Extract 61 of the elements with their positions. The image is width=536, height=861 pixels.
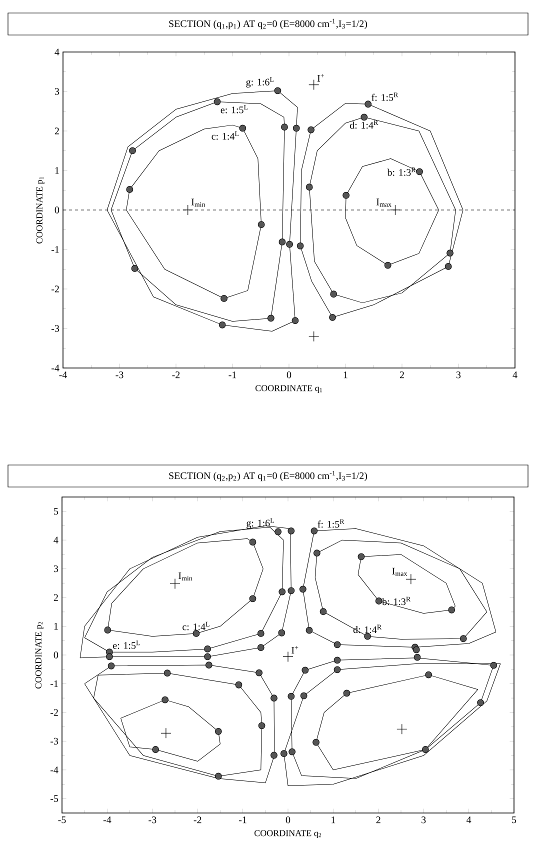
annotation: b: 1:3$^{R}$ (387, 168, 416, 176)
y-tick-label: -5 (50, 795, 58, 802)
annotation: f: 1:5$^{R}$ (372, 92, 398, 101)
annotation: c: 1:4$^{L}$ (182, 622, 210, 630)
x-axis-title: COORDINATE q$_{1}$ (256, 385, 322, 394)
y-tick-label: 4 (54, 48, 60, 56)
y-tick-label: -2 (50, 709, 58, 716)
annotation: e: 1:5$^{L}$ (113, 640, 140, 649)
y-tick-label: 0 (54, 652, 58, 658)
x-tick-label: 3 (422, 816, 426, 824)
x-tick-label: 4 (466, 816, 472, 824)
annotation: I$^{+}$ (292, 646, 298, 654)
y-tick-label: 3 (54, 565, 58, 572)
y-tick-label: 1 (54, 622, 58, 630)
x-tick-label: 2 (376, 816, 380, 824)
x-tick-label: 3 (456, 372, 461, 378)
y-tick-label: -4 (50, 766, 58, 774)
y-tick-label: 2 (54, 128, 59, 134)
y-tick-label: -1 (52, 246, 59, 253)
x-tick-label: 5 (512, 816, 516, 824)
y-tick-label: -4 (52, 364, 60, 372)
y-tick-label: 0 (54, 206, 60, 214)
x-tick-label: -2 (172, 372, 180, 378)
annotation: e: 1:5$^{L}$ (220, 104, 248, 114)
y-tick-label: 2 (54, 594, 58, 601)
x-tick-label: 2 (400, 372, 404, 378)
x-tick-label: 4 (512, 372, 518, 378)
annotation: c: 1:4$^{L}$ (212, 131, 239, 140)
x-axis-title: COORDINATE q$_{2}$ (254, 830, 322, 838)
y-tick-label: 3 (54, 88, 60, 95)
x-tick-label: 0 (286, 372, 292, 378)
chart-title: SECTION (q$_{2}$,p$_{2}$) AT q$_{1}$=0 (E=8000 cm$^{-1}$,I$_{3}$=1/2) (169, 470, 368, 482)
annotation: I$_{min}$ (178, 572, 192, 581)
x-tick-label: -1 (228, 372, 236, 378)
x-tick-label: -2 (194, 816, 202, 824)
annotation: I$_{min}$ (191, 198, 206, 207)
x-tick-label: 1 (344, 372, 348, 378)
annotation: g: 1:6$^{L}$ (246, 77, 274, 88)
x-tick-label: -4 (59, 372, 68, 378)
y-tick-label: 1 (55, 167, 59, 174)
annotation: f: 1:5$^{R}$ (318, 519, 344, 528)
x-tick-label: -3 (116, 372, 124, 378)
x-tick-label: 1 (332, 816, 336, 824)
y-axis-title: COORDINATE p$_{2}$ (35, 622, 44, 688)
y-tick-label: -1 (50, 680, 58, 688)
x-tick-label: -4 (103, 816, 112, 824)
annotation: I$^{+}$ (317, 74, 324, 82)
y-tick-label: -3 (52, 325, 60, 332)
y-tick-label: -2 (52, 286, 59, 292)
y-tick-label: -3 (50, 738, 58, 745)
y-tick-label: 5 (54, 508, 58, 515)
x-tick-label: -1 (239, 816, 246, 824)
annotation: I$_{max}$ (392, 568, 408, 576)
annotation: I$_{max}$ (376, 198, 392, 207)
x-tick-label: 0 (286, 816, 290, 824)
chart-title: SECTION (q$_{1}$,p$_{1}$) AT q$_{2}$=0 (E=8000 cm$^{-1}$,I$_{3}$=1/2) (169, 18, 368, 30)
annotation: d: 1:4$^{R}$ (350, 120, 378, 129)
annotation: g: 1:6$^{L}$ (246, 518, 274, 529)
x-tick-label: -3 (148, 816, 156, 824)
y-tick-label: 4 (54, 536, 58, 544)
y-axis-title: COORDINATE p$_{1}$ (36, 176, 44, 244)
